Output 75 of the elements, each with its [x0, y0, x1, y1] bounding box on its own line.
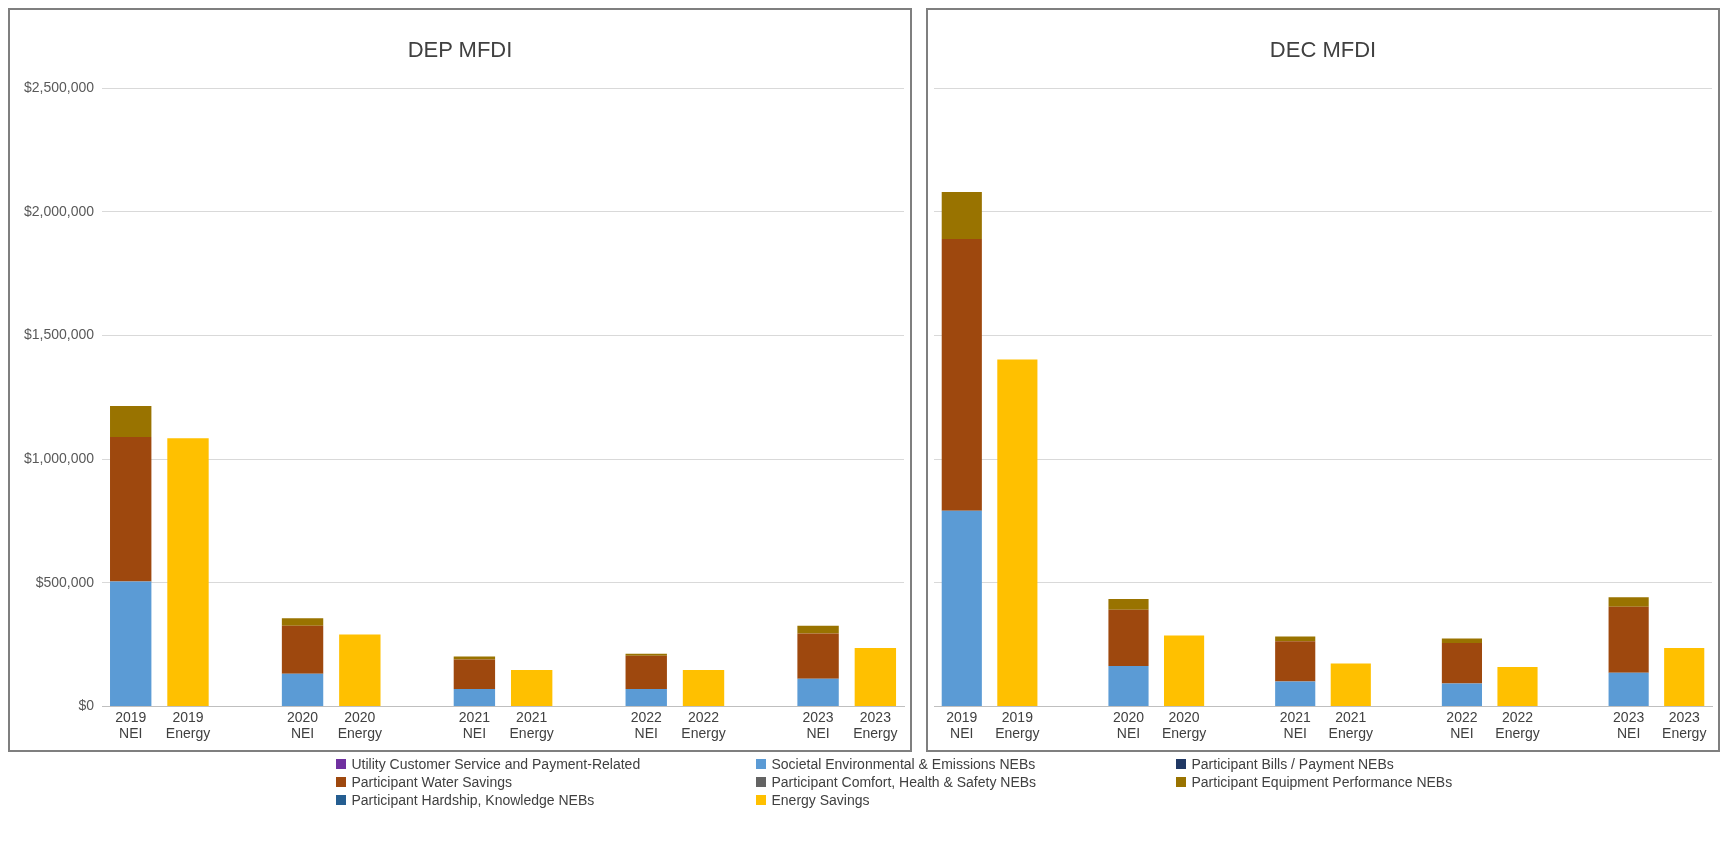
y-tick-label: $2,500,000: [23, 79, 95, 96]
bar: [1608, 672, 1649, 706]
x-tick-label: 2020 NEI: [1112, 708, 1145, 742]
bar: [997, 359, 1038, 706]
bar: [1275, 636, 1316, 642]
x-tick-label: 2021 NEI: [458, 708, 491, 742]
bar: [1608, 597, 1649, 607]
bar: [1441, 683, 1482, 706]
x-tick-label: 2023 NEI: [1613, 708, 1645, 742]
bar: [339, 634, 381, 706]
bar: [1164, 635, 1205, 706]
legend-label: Energy Savings: [771, 792, 870, 808]
x-tick-label: 2021 NEI: [1279, 708, 1311, 742]
chart-title: DEC MFDI: [1269, 37, 1377, 63]
bar: [1441, 638, 1482, 644]
x-tick-label: 2019 Energy: [995, 708, 1040, 742]
bar: [941, 191, 982, 239]
legend-label: Participant Comfort, Health & Safety NEBs: [771, 774, 1037, 790]
chart-title: DEP MFDI: [407, 37, 513, 63]
bar: [941, 510, 982, 706]
x-tick-label: 2023 Energy: [853, 708, 898, 742]
x-tick-label: 2019 Energy: [165, 708, 211, 742]
x-tick-label: 2020 NEI: [286, 708, 319, 742]
bar: [1330, 663, 1371, 706]
legend-label: Utility Customer Service and Payment-Related: [351, 756, 641, 772]
bar: [110, 406, 152, 437]
bar: [1108, 609, 1149, 667]
bar: [854, 648, 897, 706]
x-tick-label: 2020 Energy: [1161, 708, 1207, 742]
bar: [453, 656, 496, 660]
legend-label: Participant Hardship, Knowledge NEBs: [351, 792, 595, 808]
bar: [281, 673, 324, 706]
bar: [1108, 666, 1149, 706]
bar: [797, 633, 839, 679]
bar: [281, 618, 324, 626]
x-tick-label: 2020 Energy: [337, 708, 383, 742]
x-tick-label: 2023 Energy: [1662, 708, 1707, 742]
bar: [797, 678, 839, 706]
bar: [510, 670, 553, 706]
y-tick-label: $1,000,000: [23, 450, 95, 467]
y-tick-label: $500,000: [35, 573, 95, 590]
bar: [110, 436, 152, 582]
bar: [1441, 643, 1482, 684]
x-tick-label: 2022 Energy: [681, 708, 726, 742]
bar: [1497, 667, 1538, 706]
legend-label: Participant Water Savings: [351, 774, 513, 790]
bar: [625, 689, 667, 706]
bar: [682, 670, 725, 706]
x-tick-label: 2021 Energy: [1328, 708, 1373, 742]
bar: [1108, 599, 1149, 610]
legend-label: Participant Equipment Performance NEBs: [1191, 774, 1453, 790]
legend-label: Societal Environmental & Emissions NEBs: [771, 756, 1036, 772]
bar: [281, 625, 324, 674]
legend-label: Participant Bills / Payment NEBs: [1191, 756, 1394, 772]
bar: [797, 625, 839, 634]
bar: [167, 438, 209, 706]
x-tick-label: 2022 NEI: [1446, 708, 1478, 742]
x-tick-label: 2019 NEI: [115, 708, 147, 742]
y-tick-label: $0: [78, 697, 95, 714]
x-tick-label: 2023 NEI: [802, 708, 834, 742]
bar: [1275, 641, 1316, 682]
bar: [625, 655, 667, 690]
x-tick-label: 2019 NEI: [946, 708, 978, 742]
bar: [1664, 648, 1705, 706]
x-tick-label: 2021 Energy: [509, 708, 554, 742]
bar: [1608, 606, 1649, 673]
bar: [110, 581, 152, 706]
y-tick-label: $2,000,000: [23, 202, 95, 219]
bar: [453, 659, 496, 690]
bar: [453, 689, 496, 706]
y-tick-label: $1,500,000: [23, 326, 95, 343]
bar: [1275, 681, 1316, 706]
bar: [941, 238, 982, 511]
x-tick-label: 2022 Energy: [1495, 708, 1540, 742]
x-tick-label: 2022 NEI: [630, 708, 663, 742]
